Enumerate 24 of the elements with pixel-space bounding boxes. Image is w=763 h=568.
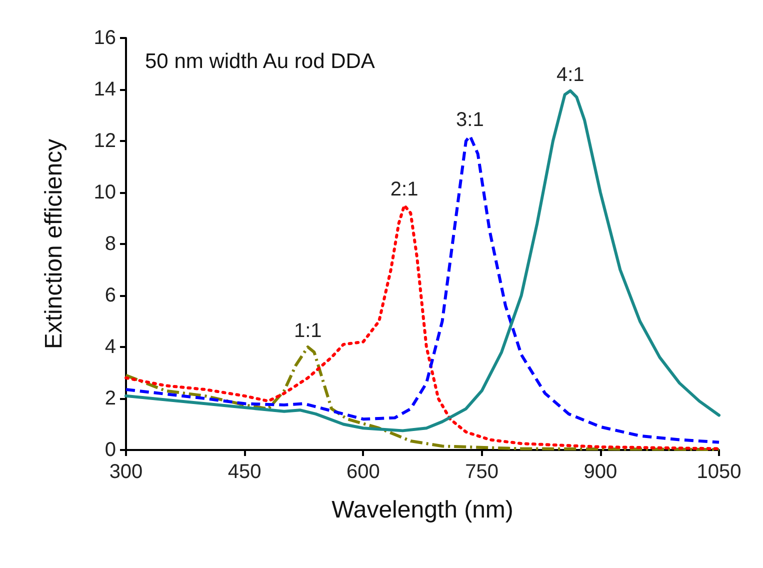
y-tick-label: 6 <box>104 284 116 306</box>
series-label: 2:1 <box>390 178 418 200</box>
y-tick-label: 0 <box>104 439 116 461</box>
text: 50 nm width Au rod DDA <box>145 50 375 73</box>
y-tick-label: 10 <box>94 182 116 204</box>
series-label: 4:1 <box>556 64 584 86</box>
line-series <box>124 89 720 432</box>
y-tick-label: 12 <box>94 130 116 152</box>
series-label: 3:1 <box>456 108 484 131</box>
x-tick-label: 900 <box>584 461 618 483</box>
x-axis-title: Wavelength (nm) <box>332 496 514 524</box>
y-tick-label: 8 <box>104 233 116 255</box>
y-tick-label: 16 <box>94 27 116 49</box>
x-tick-label: 1050 <box>696 461 742 483</box>
y-tick-label: 2 <box>104 388 116 410</box>
x-tick-label: 750 <box>465 461 498 483</box>
y-tick-label: 4 <box>104 336 116 358</box>
series-label: 1:1 <box>294 320 322 342</box>
y-axis-title: Extinction efficiency <box>40 138 68 350</box>
line-series <box>124 134 720 444</box>
y-tick-label: 14 <box>94 78 116 100</box>
x-tick-label: 300 <box>109 461 143 483</box>
x-tick-label: 600 <box>346 461 380 483</box>
x-tick-label: 450 <box>228 461 262 483</box>
